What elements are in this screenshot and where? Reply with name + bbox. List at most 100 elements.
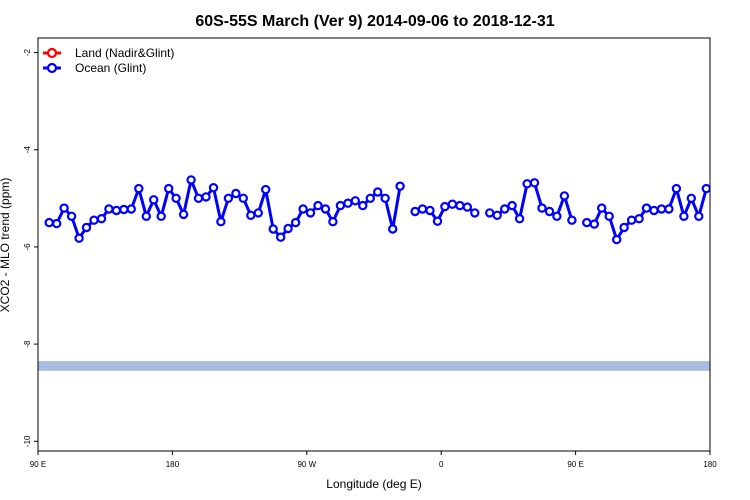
data-point <box>96 213 107 224</box>
data-point <box>246 210 256 220</box>
data-point <box>320 204 331 214</box>
data-point <box>305 208 316 218</box>
data-point <box>470 208 480 218</box>
data-point <box>447 199 458 209</box>
data-point <box>417 204 428 214</box>
y-axis: -10 -8 -6 -4 -2 <box>23 48 38 447</box>
data-point <box>59 203 69 213</box>
data-point <box>507 200 517 211</box>
data-point <box>514 213 525 224</box>
data-point <box>492 210 502 220</box>
data-point <box>163 183 174 194</box>
y-tick-label: -4 <box>23 146 32 154</box>
legend-swatch-marker <box>46 62 58 74</box>
legend-swatch-marker <box>46 47 58 59</box>
reference-band <box>38 361 710 371</box>
data-point <box>656 204 667 214</box>
data-point <box>89 215 99 225</box>
data-point <box>604 211 614 221</box>
data-point <box>388 224 398 234</box>
data-point <box>373 187 383 197</box>
data-point <box>201 192 211 202</box>
data-point <box>216 216 226 227</box>
data-point <box>350 196 360 206</box>
data-point <box>74 233 84 243</box>
x-axis: 90 E 180 90 W 0 90 E 180 <box>30 451 717 469</box>
data-point <box>522 179 532 189</box>
data-point <box>52 218 62 229</box>
data-point <box>686 193 697 203</box>
data-point <box>612 234 622 245</box>
data-point <box>358 200 368 211</box>
legend: Land (Nadir&Glint)Ocean (Glint) <box>43 46 174 75</box>
data-point <box>432 216 443 226</box>
data-point <box>462 202 472 212</box>
data-point <box>148 195 159 205</box>
data-point <box>425 205 435 216</box>
data-point <box>44 217 54 228</box>
data-point <box>223 193 234 203</box>
data-point <box>141 211 151 221</box>
data-point <box>268 224 278 234</box>
x-tick-label: 90 E <box>30 460 46 469</box>
data-point <box>485 208 495 218</box>
data-point <box>567 215 577 225</box>
data-point <box>231 188 241 199</box>
data-point <box>134 183 144 194</box>
data-point <box>178 209 189 220</box>
data-point <box>582 217 592 228</box>
data-point <box>597 203 607 213</box>
y-tick-label: -2 <box>23 48 32 56</box>
data-point <box>701 183 710 194</box>
data-point <box>552 211 562 221</box>
data-point <box>529 178 540 188</box>
data-point <box>641 203 652 213</box>
data-point <box>619 222 629 233</box>
data-point <box>440 201 450 212</box>
data-point <box>500 204 510 214</box>
data-point <box>238 193 248 203</box>
x-tick-label: 0 <box>439 460 444 469</box>
x-tick-label: 90 E <box>567 460 583 469</box>
legend-label: Ocean (Glint) <box>75 61 146 75</box>
data-point <box>694 211 704 221</box>
data-point <box>589 219 600 229</box>
data-point <box>298 204 308 214</box>
y-tick-label: -6 <box>23 243 32 251</box>
y-tick-label: -8 <box>23 340 32 348</box>
y-tick-label: -10 <box>23 435 32 447</box>
data-point <box>208 182 219 193</box>
data-point <box>544 206 555 217</box>
plot-area <box>38 175 710 371</box>
data-point <box>193 193 204 203</box>
legend-label: Land (Nadir&Glint) <box>75 46 174 60</box>
plot-frame <box>37 37 711 452</box>
data-point <box>455 200 465 211</box>
data-point <box>328 216 338 227</box>
data-point <box>186 175 196 185</box>
data-point <box>634 213 644 224</box>
data-point <box>313 200 323 211</box>
data-point <box>156 211 166 221</box>
data-point <box>276 232 286 242</box>
data-point <box>679 211 689 221</box>
data-point <box>626 215 637 225</box>
data-point <box>537 203 547 213</box>
data-point <box>126 204 137 214</box>
data-point <box>171 193 181 203</box>
data-point <box>380 193 390 203</box>
data-point <box>283 223 293 234</box>
y-axis-label: XCO2 - MLO trend (ppm) <box>0 178 12 313</box>
data-point <box>559 191 570 201</box>
data-point <box>410 206 420 217</box>
chart-title: 60S-55S March (Ver 9) 2014-09-06 to 2018… <box>195 13 554 30</box>
data-point <box>261 184 271 195</box>
data-point <box>649 205 659 216</box>
data-point <box>290 217 301 228</box>
data-point <box>104 204 114 214</box>
x-tick-label: 180 <box>166 460 180 469</box>
data-point <box>365 193 375 203</box>
data-point <box>119 204 129 215</box>
